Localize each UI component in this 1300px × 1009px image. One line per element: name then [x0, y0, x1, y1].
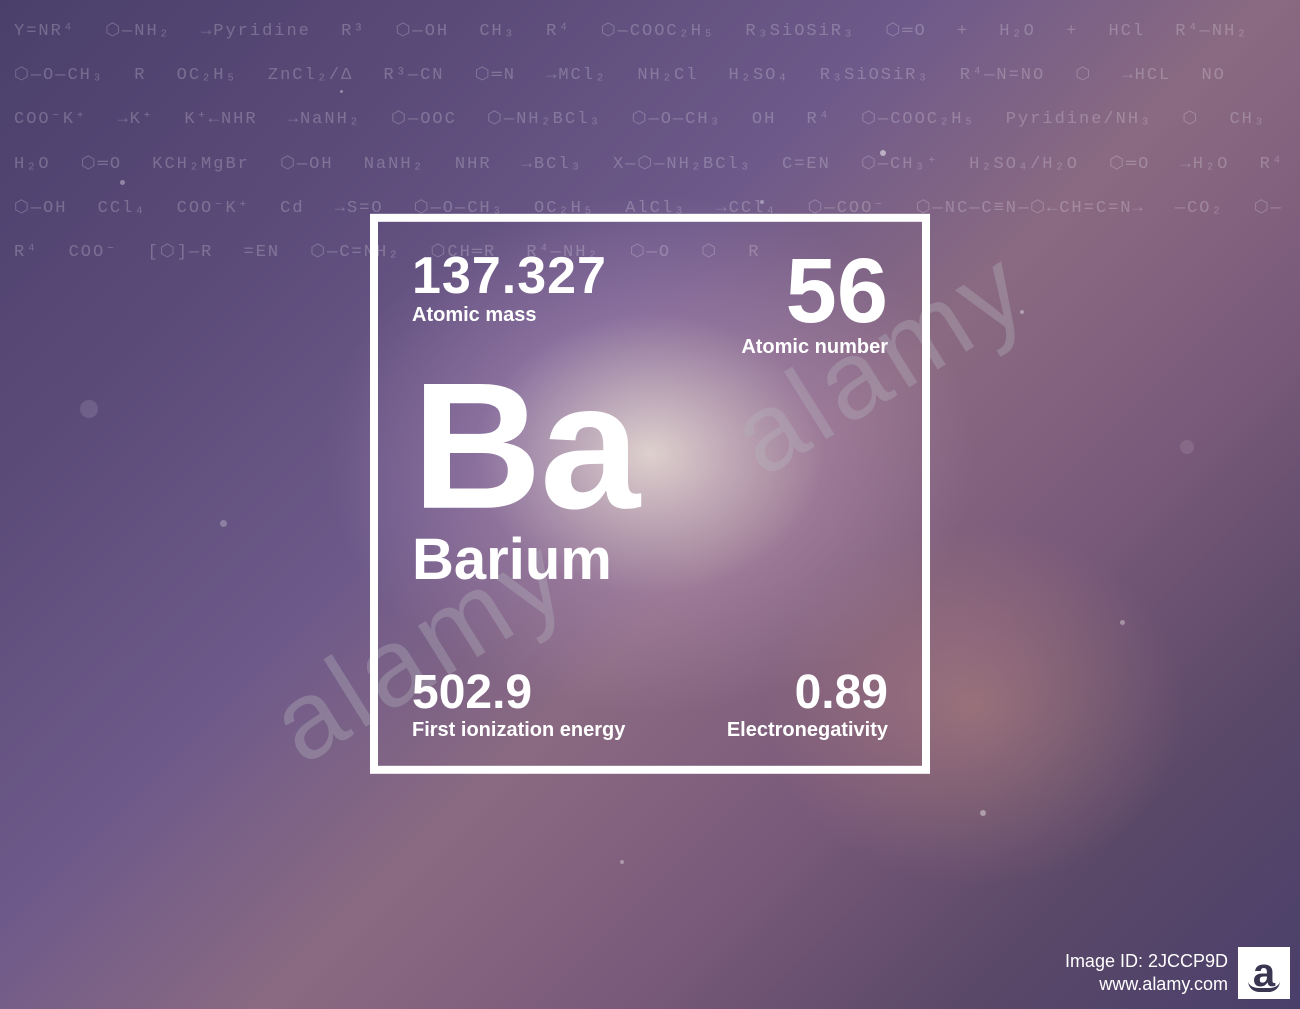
- atomic-number-block: 56 Atomic number: [741, 249, 888, 359]
- alamy-logo-letter: a: [1253, 951, 1275, 996]
- ionization-value: 502.9: [412, 668, 625, 716]
- credit-bar: Image ID: 2JCCP9D www.alamy.com a: [1065, 947, 1290, 999]
- atomic-mass-value: 137.327: [412, 249, 607, 301]
- atomic-mass-block: 137.327 Atomic mass: [412, 249, 607, 326]
- atomic-mass-label: Atomic mass: [412, 303, 607, 326]
- element-tile: 137.327 Atomic mass 56 Atomic number Ba …: [370, 213, 930, 773]
- alamy-logo-icon: a: [1238, 947, 1290, 999]
- ionization-label: First ionization energy: [412, 718, 625, 741]
- electronegativity-block: 0.89 Electronegativity: [727, 668, 888, 741]
- electronegativity-value: 0.89: [727, 668, 888, 716]
- atomic-number-value: 56: [741, 249, 888, 332]
- atomic-number-label: Atomic number: [741, 336, 888, 359]
- ionization-block: 502.9 First ionization energy: [412, 668, 625, 741]
- element-symbol: Ba: [412, 361, 888, 532]
- electronegativity-label: Electronegativity: [727, 718, 888, 741]
- credit-text: Image ID: 2JCCP9D www.alamy.com: [1065, 950, 1228, 997]
- element-name: Barium: [412, 526, 888, 593]
